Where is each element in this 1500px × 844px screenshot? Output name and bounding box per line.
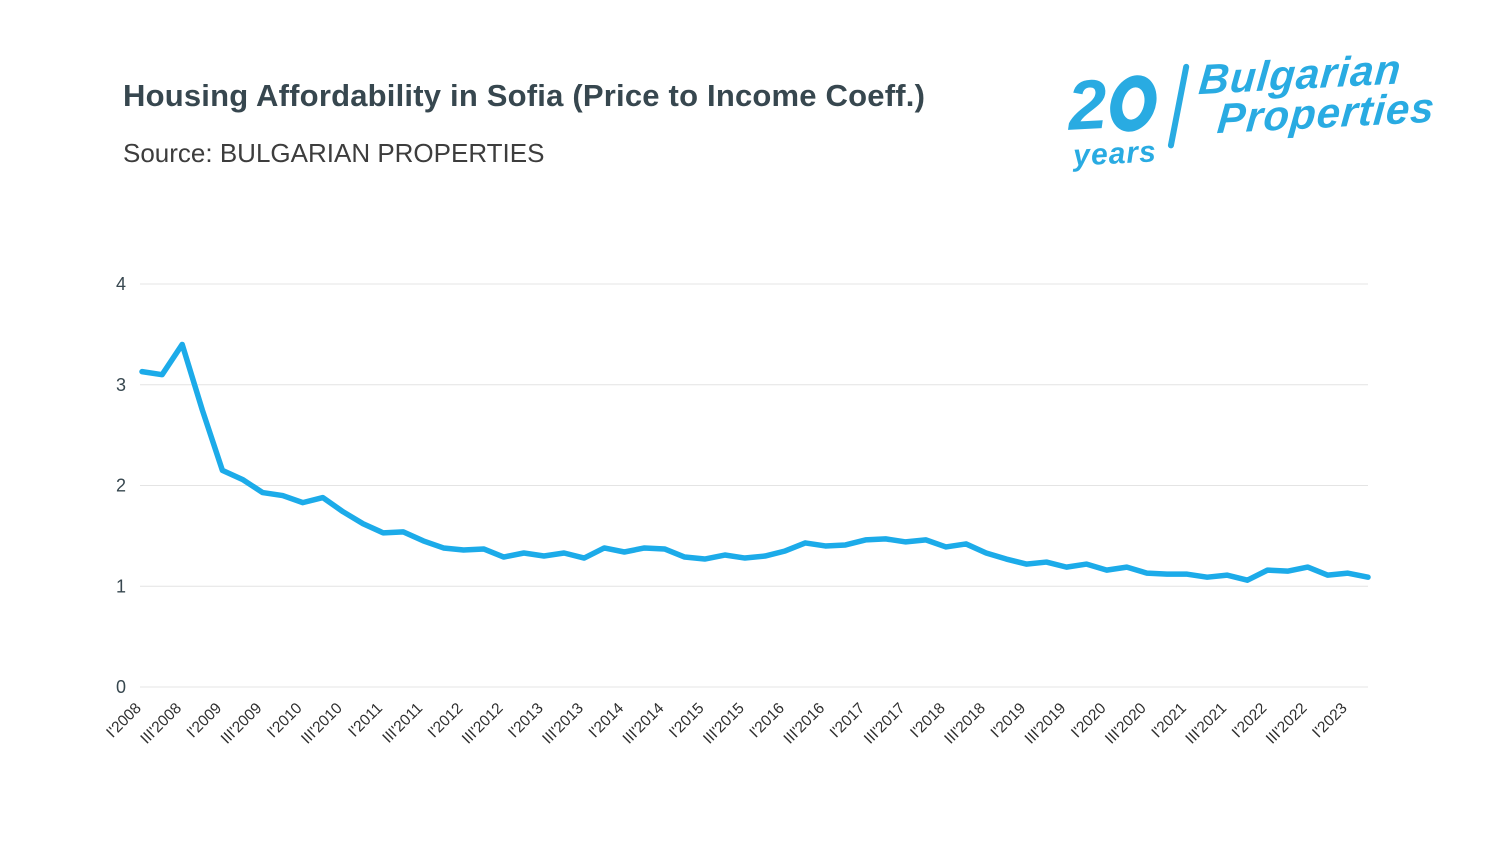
chart-header: Housing Affordability in Sofia (Price to…	[123, 78, 925, 169]
chart-area: 0 1 2 3 4 I'2008 III'2008 I'2009 III'2009 I'2010 I…	[0, 238, 1500, 818]
y-tick-label: 1	[116, 576, 126, 596]
page-title: Housing Affordability in Sofia (Price to…	[123, 78, 926, 113]
x-tick-label: III'2017	[861, 700, 909, 748]
logo-brand-line2: Properties	[1215, 83, 1438, 143]
chart-svg: 01234I'2008III'2008I'2009III'2009I'2010I…	[103, 274, 1371, 748]
x-tick-label: III'2008	[137, 700, 185, 748]
x-tick-label: III'2022	[1263, 700, 1311, 748]
x-tick-label: III'2014	[620, 700, 668, 748]
bulgarian-properties-logo: 2 years Bulgarian Properties	[1055, 45, 1437, 178]
logo-brand-text: Bulgarian Properties	[1194, 45, 1440, 143]
y-tick-label: 0	[116, 677, 126, 697]
affordability-line-series	[139, 341, 1371, 583]
x-tick-label: III'2011	[379, 700, 426, 747]
x-tick-label: III'2009	[218, 700, 266, 748]
y-tick-label: 3	[116, 375, 126, 395]
x-tick-label: III'2012	[459, 700, 507, 748]
x-tick-label: III'2019	[1022, 700, 1070, 748]
x-tick-label: III'2020	[1102, 700, 1150, 748]
logo-digit-zero-icon	[1107, 74, 1161, 133]
y-tick-label: 4	[116, 274, 126, 294]
logo-years-label: years	[1072, 135, 1158, 173]
x-tick-label: III'2010	[298, 700, 346, 748]
logo-20: 2	[1056, 64, 1169, 145]
y-tick-label: 2	[116, 476, 126, 496]
source-label: Source: BULGARIAN PROPERTIES	[123, 138, 545, 168]
x-tick-label: III'2013	[539, 700, 587, 748]
x-tick-label: III'2018	[941, 700, 989, 748]
logo-digit-two: 2	[1065, 64, 1109, 145]
x-tick-label: III'2021	[1182, 700, 1230, 748]
logo-20-years: 2 years	[1056, 64, 1171, 175]
x-tick-label: III'2016	[781, 700, 829, 748]
logo-slash-divider	[1167, 63, 1190, 149]
x-tick-label: III'2015	[700, 700, 748, 748]
x-tick-label: I'2023	[1309, 700, 1351, 742]
